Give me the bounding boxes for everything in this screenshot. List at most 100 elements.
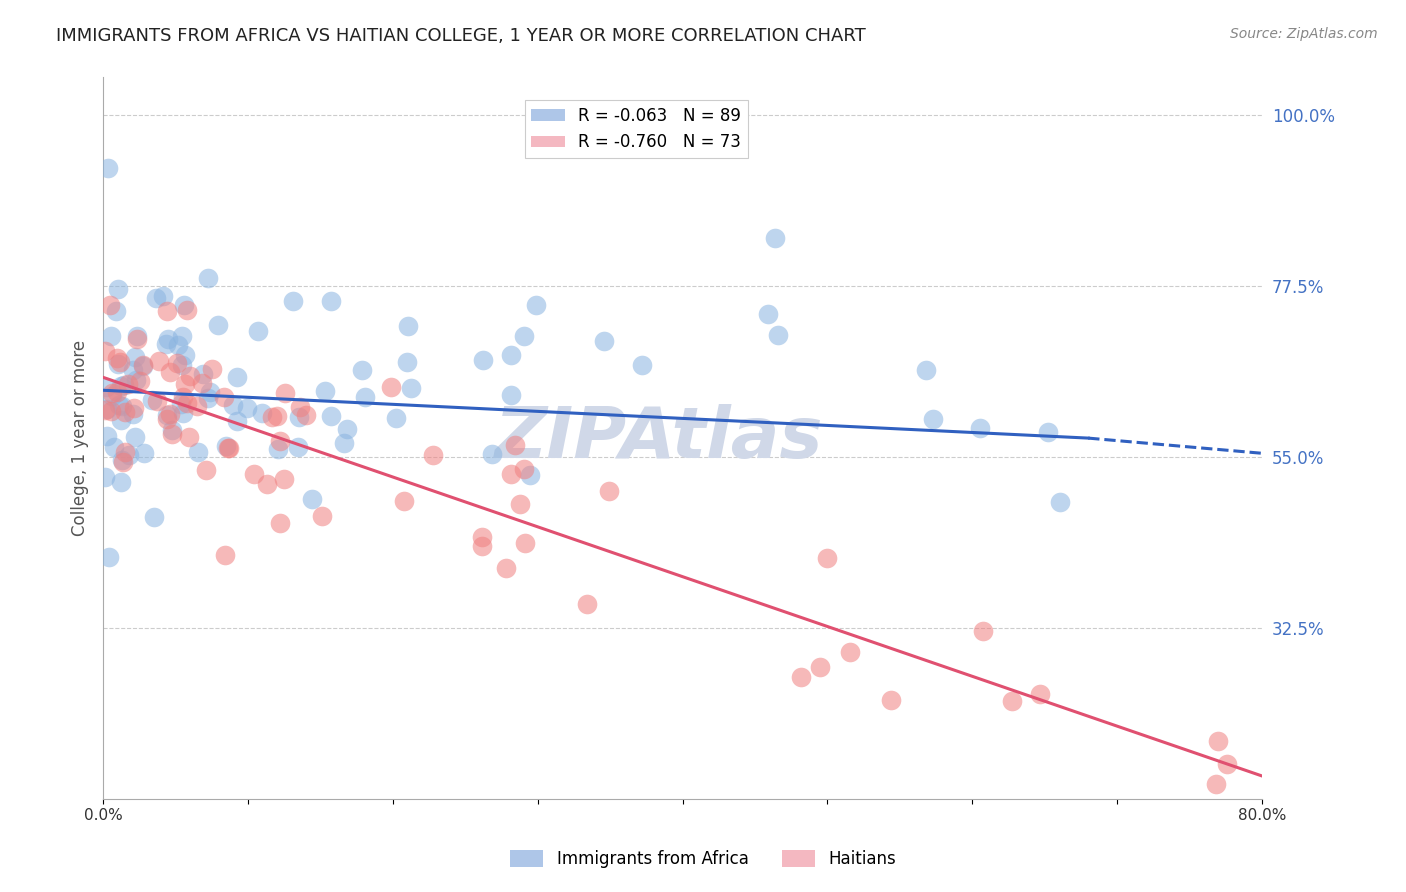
- Immigrants from Africa: [969, 421, 991, 435]
- Immigrants from Africa: [96, 428, 118, 442]
- Immigrants from Africa: [471, 353, 494, 368]
- Haitians: [195, 463, 218, 477]
- Haitians: [808, 659, 831, 673]
- Haitians: [191, 376, 214, 390]
- Haitians: [93, 343, 115, 358]
- Immigrants from Africa: [215, 439, 238, 453]
- Immigrants from Africa: [127, 329, 149, 343]
- Haitians: [172, 390, 194, 404]
- Haitians: [499, 467, 522, 482]
- Immigrants from Africa: [524, 298, 547, 312]
- Immigrants from Africa: [225, 414, 247, 428]
- Haitians: [114, 445, 136, 459]
- Haitians: [201, 362, 224, 376]
- Haitians: [575, 597, 598, 611]
- Immigrants from Africa: [1036, 425, 1059, 439]
- Immigrants from Africa: [108, 398, 131, 412]
- Immigrants from Africa: [353, 390, 375, 404]
- Haitians: [290, 400, 312, 414]
- Haitians: [186, 399, 208, 413]
- Haitians: [509, 497, 531, 511]
- Immigrants from Africa: [385, 411, 408, 425]
- Haitians: [1028, 687, 1050, 701]
- Haitians: [146, 393, 169, 408]
- Immigrants from Africa: [395, 355, 418, 369]
- Haitians: [98, 298, 121, 312]
- Haitians: [515, 535, 537, 549]
- Haitians: [273, 472, 295, 486]
- Immigrants from Africa: [763, 231, 786, 245]
- Immigrants from Africa: [1049, 495, 1071, 509]
- Immigrants from Africa: [124, 430, 146, 444]
- Haitians: [117, 376, 139, 391]
- Haitians: [100, 386, 122, 401]
- Haitians: [495, 561, 517, 575]
- Immigrants from Africa: [756, 307, 779, 321]
- Immigrants from Africa: [100, 329, 122, 343]
- Haitians: [1206, 734, 1229, 748]
- Immigrants from Africa: [110, 475, 132, 490]
- Haitians: [1205, 776, 1227, 790]
- Immigrants from Africa: [141, 393, 163, 408]
- Immigrants from Africa: [152, 289, 174, 303]
- Haitians: [148, 354, 170, 368]
- Haitians: [471, 539, 494, 553]
- Haitians: [159, 408, 181, 422]
- Haitians: [471, 530, 494, 544]
- Immigrants from Africa: [155, 336, 177, 351]
- Haitians: [266, 409, 288, 423]
- Immigrants from Africa: [193, 367, 215, 381]
- Immigrants from Africa: [915, 363, 938, 377]
- Immigrants from Africa: [396, 318, 419, 333]
- Haitians: [422, 448, 444, 462]
- Legend: R = -0.063   N = 89, R = -0.760   N = 73: R = -0.063 N = 89, R = -0.760 N = 73: [524, 100, 748, 158]
- Immigrants from Africa: [96, 380, 118, 394]
- Haitians: [155, 412, 177, 426]
- Haitians: [879, 693, 901, 707]
- Text: ZIPAtlas: ZIPAtlas: [495, 403, 824, 473]
- Haitians: [513, 462, 536, 476]
- Haitians: [295, 408, 318, 422]
- Text: IMMIGRANTS FROM AFRICA VS HAITIAN COLLEGE, 1 YEAR OR MORE CORRELATION CHART: IMMIGRANTS FROM AFRICA VS HAITIAN COLLEG…: [56, 27, 866, 45]
- Haitians: [160, 427, 183, 442]
- Immigrants from Africa: [319, 294, 342, 309]
- Immigrants from Africa: [111, 453, 134, 467]
- Immigrants from Africa: [97, 161, 120, 175]
- Immigrants from Africa: [513, 329, 536, 343]
- Haitians: [174, 376, 197, 391]
- Immigrants from Africa: [132, 359, 155, 373]
- Haitians: [972, 624, 994, 639]
- Immigrants from Africa: [105, 304, 128, 318]
- Haitians: [274, 385, 297, 400]
- Immigrants from Africa: [172, 359, 194, 373]
- Immigrants from Africa: [98, 549, 121, 564]
- Immigrants from Africa: [922, 412, 945, 426]
- Immigrants from Africa: [593, 334, 616, 349]
- Immigrants from Africa: [172, 406, 194, 420]
- Haitians: [217, 441, 239, 455]
- Immigrants from Africa: [287, 440, 309, 454]
- Haitians: [212, 390, 235, 404]
- Immigrants from Africa: [235, 401, 257, 415]
- Immigrants from Africa: [501, 388, 523, 402]
- Haitians: [177, 429, 200, 443]
- Haitians: [503, 438, 526, 452]
- Immigrants from Africa: [122, 362, 145, 376]
- Immigrants from Africa: [110, 413, 132, 427]
- Immigrants from Africa: [122, 407, 145, 421]
- Immigrants from Africa: [172, 329, 194, 343]
- Haitians: [311, 509, 333, 524]
- Immigrants from Africa: [156, 408, 179, 422]
- Immigrants from Africa: [225, 370, 247, 384]
- Haitians: [156, 303, 179, 318]
- Immigrants from Africa: [197, 271, 219, 285]
- Immigrants from Africa: [107, 357, 129, 371]
- Immigrants from Africa: [207, 318, 229, 333]
- Immigrants from Africa: [173, 298, 195, 312]
- Haitians: [105, 351, 128, 366]
- Immigrants from Africa: [301, 491, 323, 506]
- Immigrants from Africa: [156, 332, 179, 346]
- Haitians: [838, 645, 860, 659]
- Haitians: [176, 302, 198, 317]
- Haitians: [214, 548, 236, 562]
